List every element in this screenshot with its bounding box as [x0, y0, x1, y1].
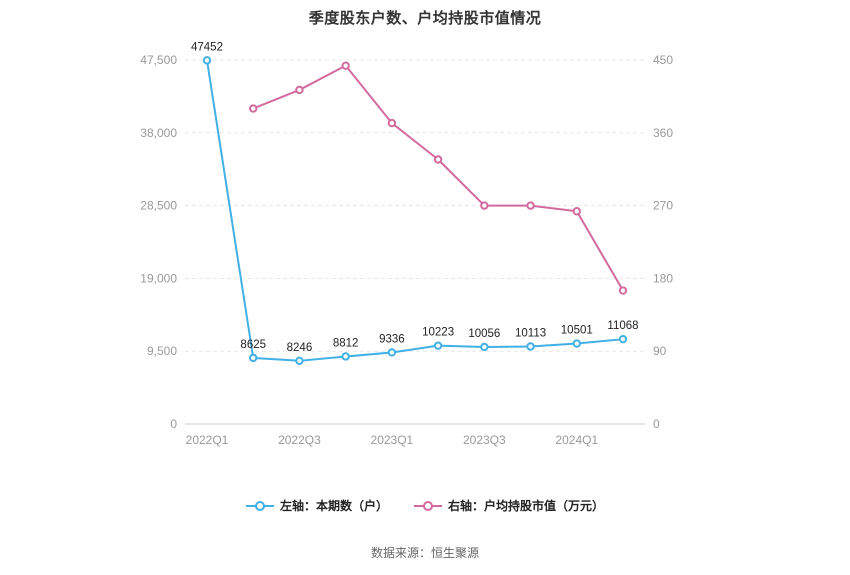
- right-axis-tick-label: 90: [653, 344, 667, 358]
- right-axis-tick-label: 450: [653, 53, 673, 67]
- data-point[interactable]: [341, 61, 350, 70]
- point-value-label: 10113: [515, 328, 546, 340]
- point-value-label: 11068: [607, 320, 638, 332]
- left-axis-tick-label: 47,500: [140, 53, 177, 67]
- legend-item-left-axis[interactable]: 左轴：本期数（户）: [245, 497, 388, 514]
- point-value-label: 10056: [468, 328, 500, 340]
- right-axis-tick-label: 0: [653, 417, 660, 431]
- point-value-label: 10501: [561, 325, 593, 337]
- line-chart-canvas: 0 0 9,500 90 19,000 180 28,500 270 38,000 360 47,5…: [140, 41, 673, 447]
- data-point[interactable]: [433, 155, 443, 164]
- data-point[interactable]: [341, 352, 350, 361]
- legend-marker-blue-icon: [245, 500, 274, 511]
- point-value-label: 9336: [379, 333, 405, 345]
- data-point[interactable]: [480, 201, 489, 210]
- chart-title: 季度股东户数、户均持股市值情况: [308, 10, 542, 27]
- legend-item-right-axis[interactable]: 右轴：户均持股市值（万元）: [414, 497, 604, 514]
- data-point[interactable]: [480, 342, 489, 352]
- data-point[interactable]: [249, 104, 258, 113]
- x-axis-tick-label: 2023Q3: [463, 433, 506, 447]
- data-point[interactable]: [295, 356, 304, 366]
- legend: 左轴：本期数（户） 右轴：户均持股市值（万元）: [0, 497, 850, 514]
- left-axis-tick-label: 19,000: [140, 271, 177, 285]
- point-value-label: 10223: [422, 327, 454, 339]
- legend-marker-pink-icon: [414, 500, 442, 511]
- data-point[interactable]: [202, 56, 212, 65]
- x-axis-tick-label: 2022Q1: [186, 433, 229, 447]
- left-axis-tick-label: 0: [170, 417, 177, 431]
- x-axis-tick-label: 2023Q1: [371, 433, 414, 447]
- data-point[interactable]: [572, 207, 581, 216]
- series-line: [252, 64, 624, 292]
- left-axis-tick-label: 38,000: [140, 126, 177, 140]
- right-axis-tick-label: 180: [653, 271, 673, 285]
- point-value-label: 8246: [287, 342, 313, 354]
- left-axis-tick-label: 9,500: [147, 344, 177, 358]
- data-point[interactable]: [249, 353, 258, 363]
- point-value-label: 8625: [240, 339, 266, 351]
- series-line: [206, 59, 624, 362]
- left-axis-tick-label: 28,500: [140, 199, 177, 213]
- legend-label-left-axis: 左轴：本期数（户）: [279, 499, 388, 513]
- legend-label-right-axis: 右轴：户均持股市值（万元）: [448, 499, 605, 513]
- data-point[interactable]: [526, 201, 535, 210]
- right-axis-tick-label: 360: [653, 126, 673, 140]
- data-point[interactable]: [433, 341, 443, 350]
- data-point[interactable]: [572, 339, 581, 348]
- data-point[interactable]: [618, 334, 628, 344]
- point-value-label: 47452: [191, 41, 223, 53]
- data-point[interactable]: [295, 85, 304, 95]
- data-point[interactable]: [387, 348, 397, 357]
- data-point[interactable]: [618, 286, 628, 295]
- point-value-label: 8812: [333, 337, 359, 349]
- right-axis-tick-label: 270: [653, 199, 673, 213]
- data-point[interactable]: [387, 118, 397, 128]
- data-point[interactable]: [526, 342, 535, 351]
- data-source: 数据来源：恒生聚源: [370, 546, 479, 560]
- x-axis-tick-label: 2024Q1: [555, 433, 598, 447]
- x-axis-tick-label: 2022Q3: [278, 433, 321, 447]
